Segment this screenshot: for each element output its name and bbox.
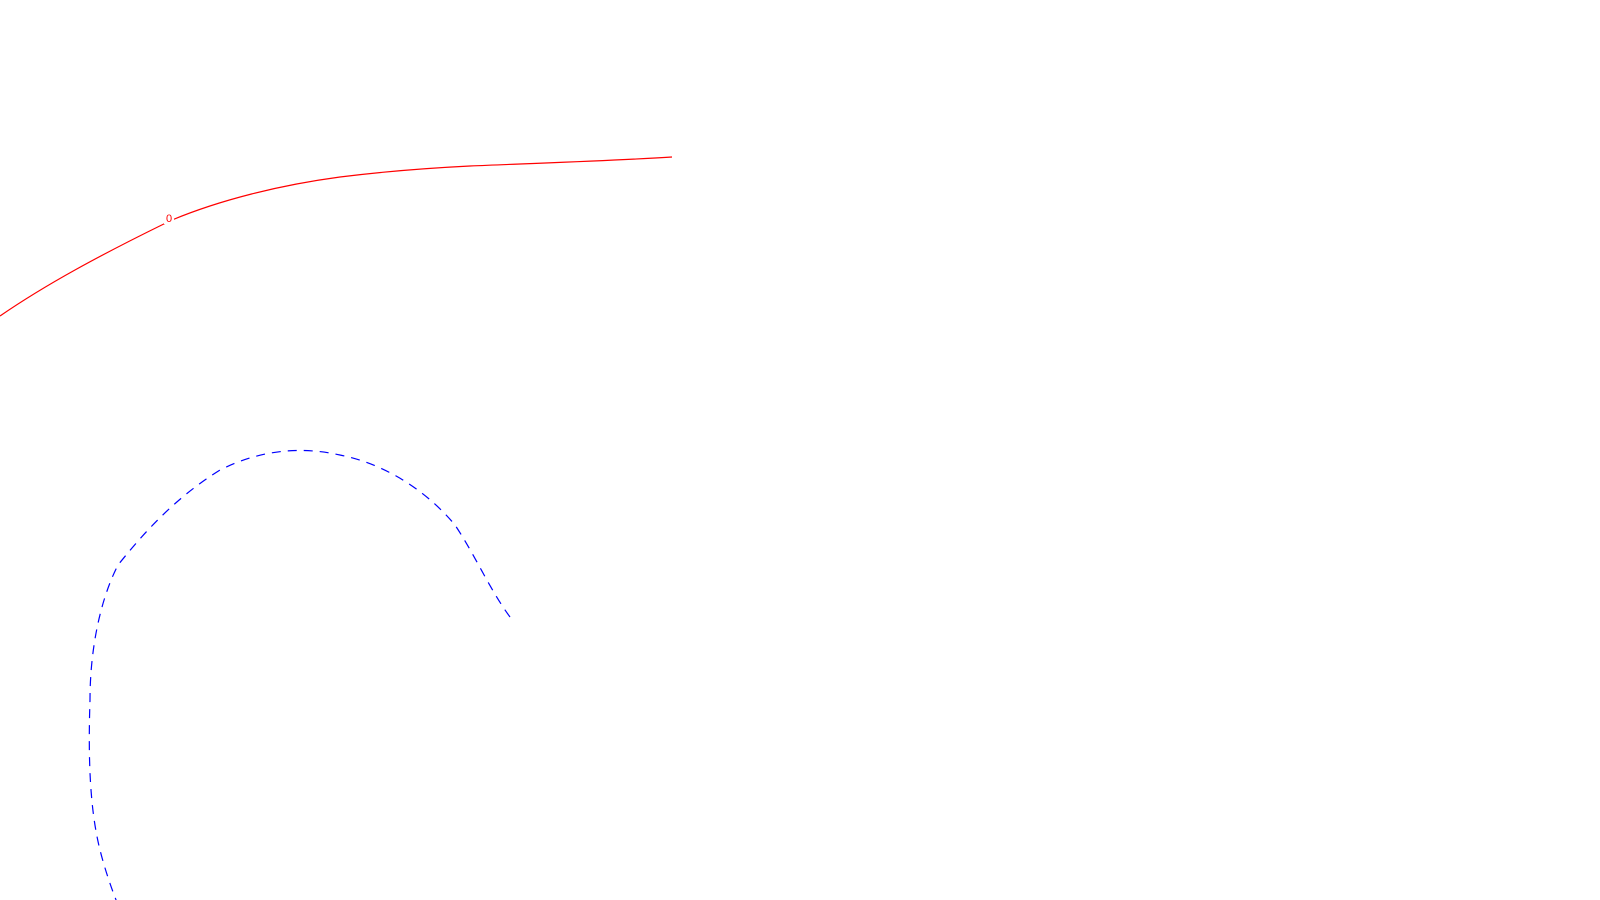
contour-label-bg	[164, 212, 174, 224]
contour-label-0: 0	[166, 213, 172, 225]
red-contour-line	[0, 156, 673, 317]
blue-dashed-contour-line	[88, 449, 511, 900]
